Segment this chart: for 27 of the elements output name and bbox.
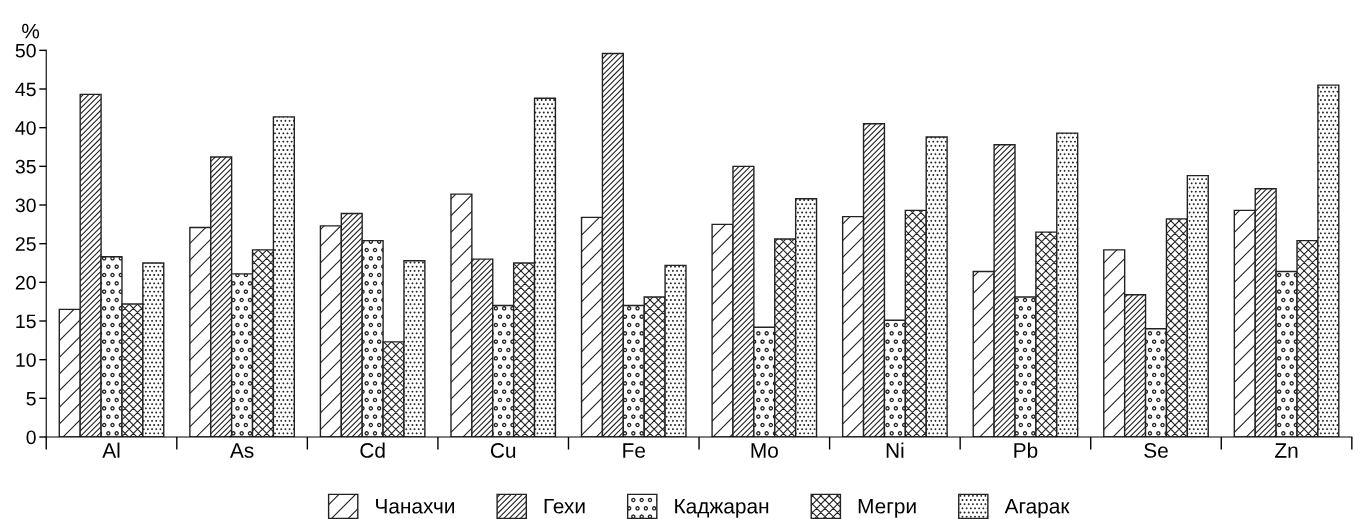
legend-label: Каджаран [675, 499, 769, 518]
legend-label: Чанахчи [376, 499, 455, 514]
y-tick-label: 30 [15, 198, 36, 213]
y-tick-label: 45 [15, 82, 36, 97]
x-tick-label: Al [102, 442, 120, 458]
legend-label: Мегри [858, 499, 916, 518]
y-axis-title: % [22, 23, 40, 39]
y-tick-label: 5 [26, 392, 36, 406]
y-tick-label: 40 [15, 121, 36, 135]
legend-label: Гехи [544, 499, 585, 514]
legend-label: Агарак [1004, 499, 1070, 518]
x-tick-label: Cd [360, 442, 385, 458]
y-tick-label: 10 [16, 353, 36, 367]
x-tick-label: Fe [623, 443, 645, 458]
x-tick-label: Cu [490, 443, 516, 458]
y-tick-label: 35 [15, 159, 36, 174]
x-tick-label: As [229, 443, 254, 458]
y-tick-label: 0 [26, 430, 36, 445]
x-tick-label: Ni [886, 442, 904, 458]
y-tick-label: 15 [16, 314, 36, 329]
y-tick-label: 50 [15, 43, 36, 58]
x-tick-label: Zn [1275, 443, 1298, 458]
x-tick-label: Pb [1014, 442, 1038, 458]
x-tick-label: Mo [751, 443, 778, 458]
y-tick-label: 20 [15, 275, 36, 290]
x-tick-label: Se [1144, 443, 1168, 458]
y-tick-label: 25 [15, 237, 36, 251]
